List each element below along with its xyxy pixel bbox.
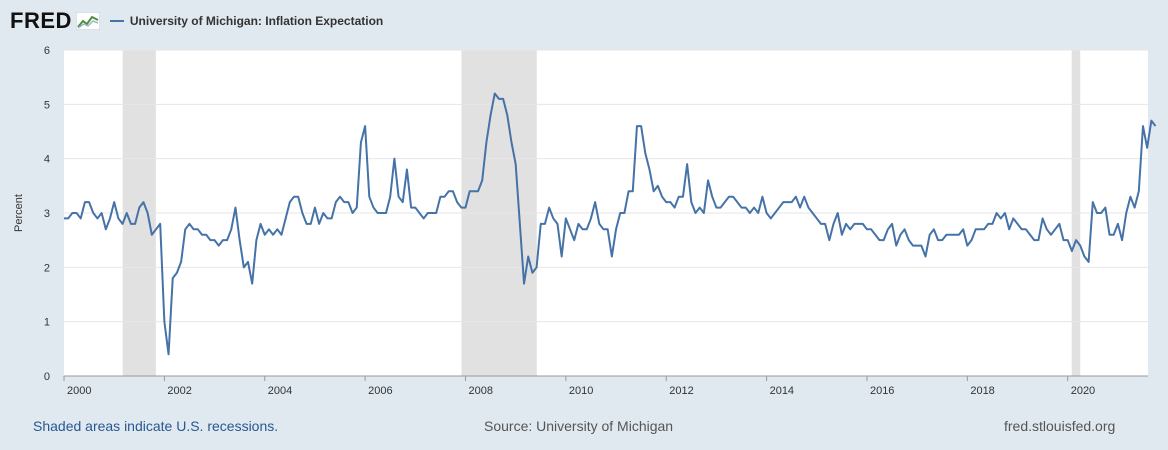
- header: FRED University of Michigan: Inflation E…: [10, 6, 383, 36]
- x-tick-label-2010: 2010: [569, 385, 593, 397]
- line-chart[interactable]: 0 1 2 3 4 5 6 2000 2002 2004 2006 2008 2010 2012 2014 2…: [0, 40, 1168, 410]
- x-tick-label-2006: 2006: [368, 385, 392, 397]
- x-tick-label-2020: 2020: [1071, 385, 1095, 397]
- y-tick-label-3: 3: [44, 208, 50, 220]
- x-tick-label-2016: 2016: [870, 385, 894, 397]
- x-tick-label-2018: 2018: [970, 385, 994, 397]
- y-tick-label-1: 1: [44, 317, 50, 329]
- y-axis-label: Percent: [13, 194, 25, 232]
- x-tick-label-2002: 2002: [167, 385, 191, 397]
- recession-note-link[interactable]: Shaded areas indicate U.S. recessions.: [33, 418, 279, 434]
- fred-logo[interactable]: FRED: [10, 8, 72, 33]
- x-tick-label-2004: 2004: [268, 385, 292, 397]
- x-tick-label-2014: 2014: [770, 385, 794, 397]
- site-link[interactable]: fred.stlouisfed.org: [1004, 418, 1116, 434]
- series-line-0: [64, 92, 1157, 356]
- x-tick-label-2012: 2012: [669, 385, 693, 397]
- x-tick-label-2000: 2000: [67, 385, 91, 397]
- fred-chart-logo-icon: [75, 12, 100, 30]
- y-tick-label-6: 6: [44, 45, 50, 57]
- chart-area[interactable]: 0 1 2 3 4 5 6 2000 2002 2004 2006 2008 2010 2012 2014 2…: [0, 40, 1168, 410]
- y-tick-label-4: 4: [44, 154, 50, 166]
- x-tick-label-2008: 2008: [468, 385, 492, 397]
- y-tick-label-5: 5: [44, 99, 50, 111]
- source-text: Source: University of Michigan: [484, 418, 674, 434]
- legend-label: University of Michigan: Inflation Expect…: [129, 14, 384, 28]
- legend[interactable]: University of Michigan: Inflation Expect…: [109, 14, 384, 28]
- y-tick-label-2: 2: [44, 262, 50, 274]
- legend-line-swatch: [109, 20, 124, 22]
- y-tick-label-0: 0: [44, 371, 50, 383]
